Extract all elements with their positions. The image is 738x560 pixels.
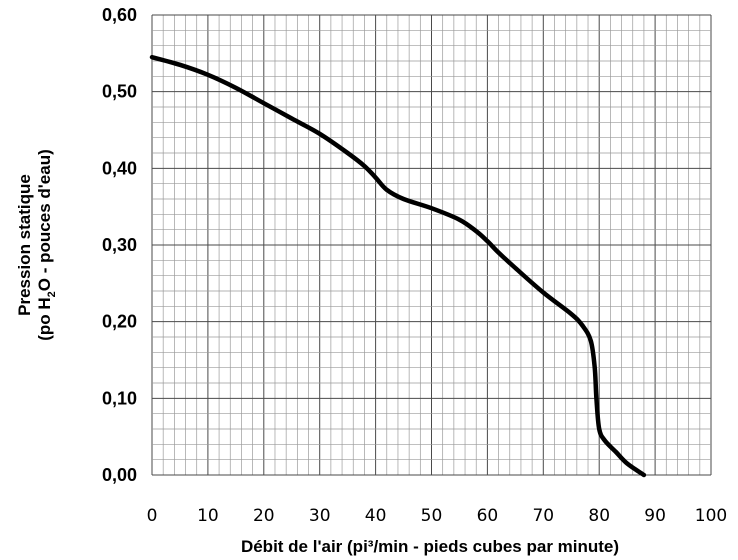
y-axis-title-line1: Pression statique (15, 174, 34, 316)
x-tick-label: 10 (197, 506, 219, 526)
y-tick-labels: 0,00 0,10 0,20 0,30 0,40 0,50 0,60 (102, 5, 137, 485)
y-tick-label: 0,30 (102, 235, 137, 255)
x-tick-label: 40 (365, 506, 387, 526)
x-tick-label: 90 (644, 506, 666, 526)
y-tick-label: 0,40 (102, 158, 137, 178)
y-axis-title-subscript: 2 (46, 291, 58, 297)
x-tick-label: 70 (532, 506, 554, 526)
x-tick-label: 60 (477, 506, 499, 526)
grid (151, 14, 712, 476)
x-tick-label: 0 (147, 506, 158, 526)
y-tick-label: 0,00 (102, 465, 137, 485)
y-axis-title-line2-start: (po H (35, 297, 54, 340)
y-axis-title: Pression statique (po H2O - pouces d'eau… (15, 149, 58, 341)
y-tick-label: 0,60 (102, 5, 137, 25)
x-tick-label: 20 (253, 506, 275, 526)
series-curve-layer (149, 54, 647, 478)
plot-area (149, 14, 712, 478)
x-tick-label: 30 (309, 506, 331, 526)
y-tick-label: 0,10 (102, 388, 137, 408)
y-tick-label: 0,20 (102, 312, 137, 332)
x-tick-labels: 0 10 20 30 40 50 60 70 80 90 100 (147, 506, 728, 526)
x-axis-title: Débit de l'air (pi³/min - pieds cubes pa… (241, 537, 619, 556)
y-axis-title-line2: (po H2O - pouces d'eau) (35, 149, 58, 341)
y-tick-label: 0,50 (102, 82, 137, 102)
x-tick-label: 100 (695, 506, 727, 526)
x-tick-label: 80 (588, 506, 610, 526)
x-tick-label: 50 (421, 506, 443, 526)
series-line (149, 54, 647, 478)
y-axis-title-line2-end: O - pouces d'eau) (35, 149, 54, 291)
